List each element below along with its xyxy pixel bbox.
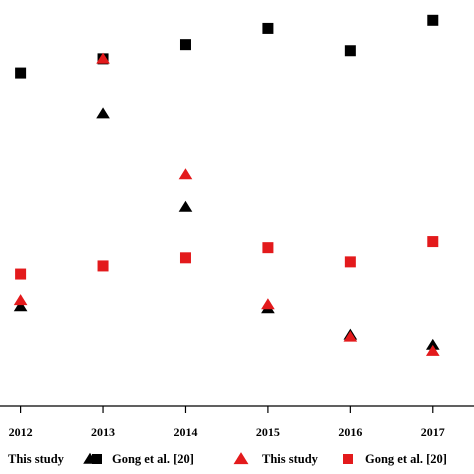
x-tick-label: 2017 (421, 425, 445, 439)
data-point-triangle (96, 52, 110, 64)
data-point-square (179, 252, 191, 264)
data-point-square (15, 67, 27, 79)
data-point-square (262, 22, 274, 34)
x-tick-label: 2014 (173, 425, 197, 439)
legend: This study Gong et al. [20] This study Gong… (8, 452, 447, 466)
data-point-triangle (425, 338, 440, 350)
data-point-square (262, 242, 274, 254)
x-tick-label: 2012 (9, 425, 33, 439)
legend-entry: This study (8, 452, 97, 466)
legend-label: This study (8, 452, 65, 466)
data-point-triangle (178, 168, 193, 180)
data-point-triangle (13, 294, 28, 306)
data-point-square (179, 39, 191, 51)
legend-entry: Gong et al. [20] (343, 452, 447, 466)
legend-entry: This study (233, 452, 319, 466)
legend-label: This study (262, 452, 319, 466)
x-axis-ticks: 2012 2013 2014 2015 2016 2017 (9, 406, 445, 439)
x-tick-label: 2013 (91, 425, 115, 439)
legend-marker-square (343, 454, 353, 464)
data-point-square (97, 260, 109, 272)
data-point-triangle (178, 200, 193, 212)
data-point-triangle (13, 300, 28, 312)
x-tick-label: 2016 (338, 425, 362, 439)
data-point-square (344, 256, 356, 268)
legend-entry: Gong et al. [20] (92, 452, 194, 466)
legend-label: Gong et al. [20] (365, 452, 447, 466)
data-point-square (427, 14, 439, 26)
data-points (13, 14, 440, 356)
legend-marker-square (92, 454, 102, 464)
legend-label: Gong et al. [20] (112, 452, 194, 466)
data-point-triangle (425, 344, 440, 356)
x-tick-label: 2015 (256, 425, 280, 439)
data-point-triangle (343, 330, 358, 342)
data-point-triangle (96, 107, 110, 119)
data-point-square (427, 236, 439, 248)
legend-marker-triangle (233, 452, 249, 465)
data-point-square (15, 268, 27, 280)
data-point-square (344, 45, 356, 57)
data-point-triangle (261, 298, 275, 310)
